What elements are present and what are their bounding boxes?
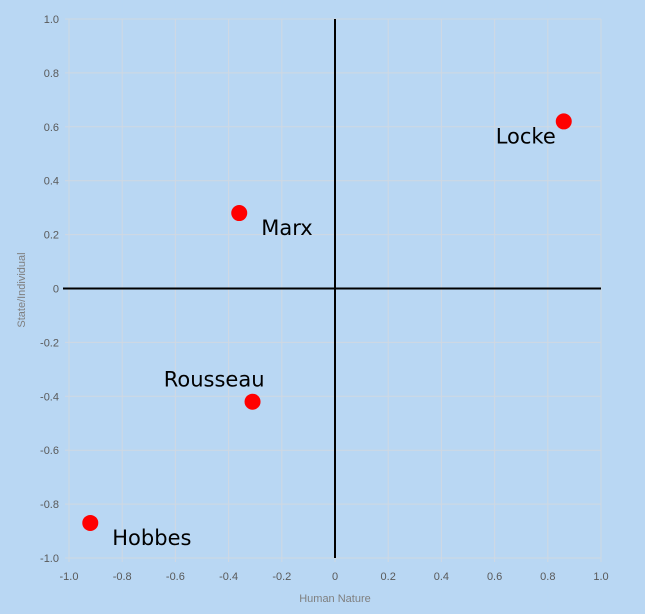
data-point-marker [82, 514, 99, 531]
x-tick-label: -1.0 [60, 571, 79, 583]
data-point-marker [231, 205, 248, 222]
y-tick-label: 0.6 [44, 122, 59, 134]
x-tick-label: -0.2 [272, 571, 291, 583]
x-tick-label: -0.4 [219, 571, 238, 583]
data-point-marker [244, 393, 261, 410]
x-tick-label: 0.6 [487, 571, 502, 583]
y-tick-label: -0.4 [40, 391, 59, 403]
x-tick-label: 0.8 [540, 571, 555, 583]
x-tick-label: 0.2 [381, 571, 396, 583]
data-point-label: Marx [261, 216, 313, 240]
data-point-label: Hobbes [112, 526, 191, 550]
y-tick-label: -0.2 [40, 337, 59, 349]
x-tick-label: 0 [332, 571, 338, 583]
y-tick-label: 1.0 [44, 14, 59, 26]
y-tick-label: 0.2 [44, 230, 59, 242]
data-point-marker [555, 113, 572, 130]
y-tick-label: 0.4 [44, 176, 59, 188]
data-point-label: Locke [496, 124, 556, 148]
y-tick-label: -0.6 [40, 445, 59, 457]
zero-axes [63, 19, 601, 558]
x-tick-label: -0.6 [166, 571, 185, 583]
y-tick-label: 0 [53, 284, 59, 296]
y-tick-label: -1.0 [40, 553, 59, 565]
y-tick-label: -0.8 [40, 499, 59, 511]
y-axis-title: State/Individual [16, 252, 28, 327]
data-points: Locke Marx Rousseau Hobbes [82, 113, 572, 550]
grid-lines [65, 18, 602, 562]
data-point-label: Rousseau [164, 368, 265, 392]
x-tick-label: 1.0 [593, 571, 608, 583]
y-tick-label: 0.8 [44, 68, 59, 80]
x-tick-label: 0.4 [434, 571, 449, 583]
x-tick-labels: -1.0 -0.8 -0.6 -0.4 -0.2 0 0.2 0.4 0.6 0.8 1.0 [60, 571, 609, 583]
x-axis-title: Human Nature [299, 593, 371, 605]
x-tick-label: -0.8 [113, 571, 132, 583]
y-tick-labels: 1.0 0.8 0.6 0.4 0.2 0 -0.2 -0.4 -0.6 -0.8 -1.0 [40, 14, 59, 565]
